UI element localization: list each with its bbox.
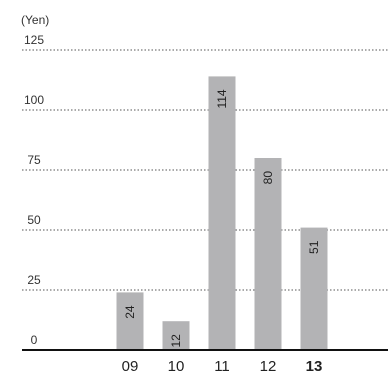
data-labels: 24 12 114 80 51 xyxy=(123,89,321,347)
bar-value-label: 12 xyxy=(169,334,183,348)
bar xyxy=(254,158,282,350)
bar-value-label: 51 xyxy=(307,240,321,254)
y-axis-ticks: 0 25 50 75 100 125 xyxy=(24,33,44,347)
bar-value-label: 24 xyxy=(123,305,137,319)
x-tick-label: 13 xyxy=(306,358,323,374)
bar xyxy=(162,321,190,350)
y-axis-unit-label: (Yen) xyxy=(21,13,49,27)
x-tick-label: 11 xyxy=(214,358,230,374)
y-tick-label: 50 xyxy=(27,213,41,227)
bars xyxy=(116,76,328,351)
x-tick-label: 10 xyxy=(168,358,185,374)
y-tick-label: 75 xyxy=(27,153,41,167)
bar-value-label: 80 xyxy=(261,171,275,185)
bar xyxy=(116,292,144,350)
x-tick-label: 09 xyxy=(122,358,139,374)
x-tick-label: 12 xyxy=(260,358,277,374)
bar xyxy=(208,76,236,351)
y-tick-label: 25 xyxy=(27,273,41,287)
y-tick-label: 0 xyxy=(31,333,38,347)
y-tick-label: 100 xyxy=(24,93,44,107)
bar-value-label: 114 xyxy=(215,89,229,108)
gridlines xyxy=(22,49,388,291)
y-tick-label: 125 xyxy=(24,33,44,47)
x-axis-ticks: 09 10 11 12 13 xyxy=(122,358,323,374)
bar xyxy=(300,227,328,350)
